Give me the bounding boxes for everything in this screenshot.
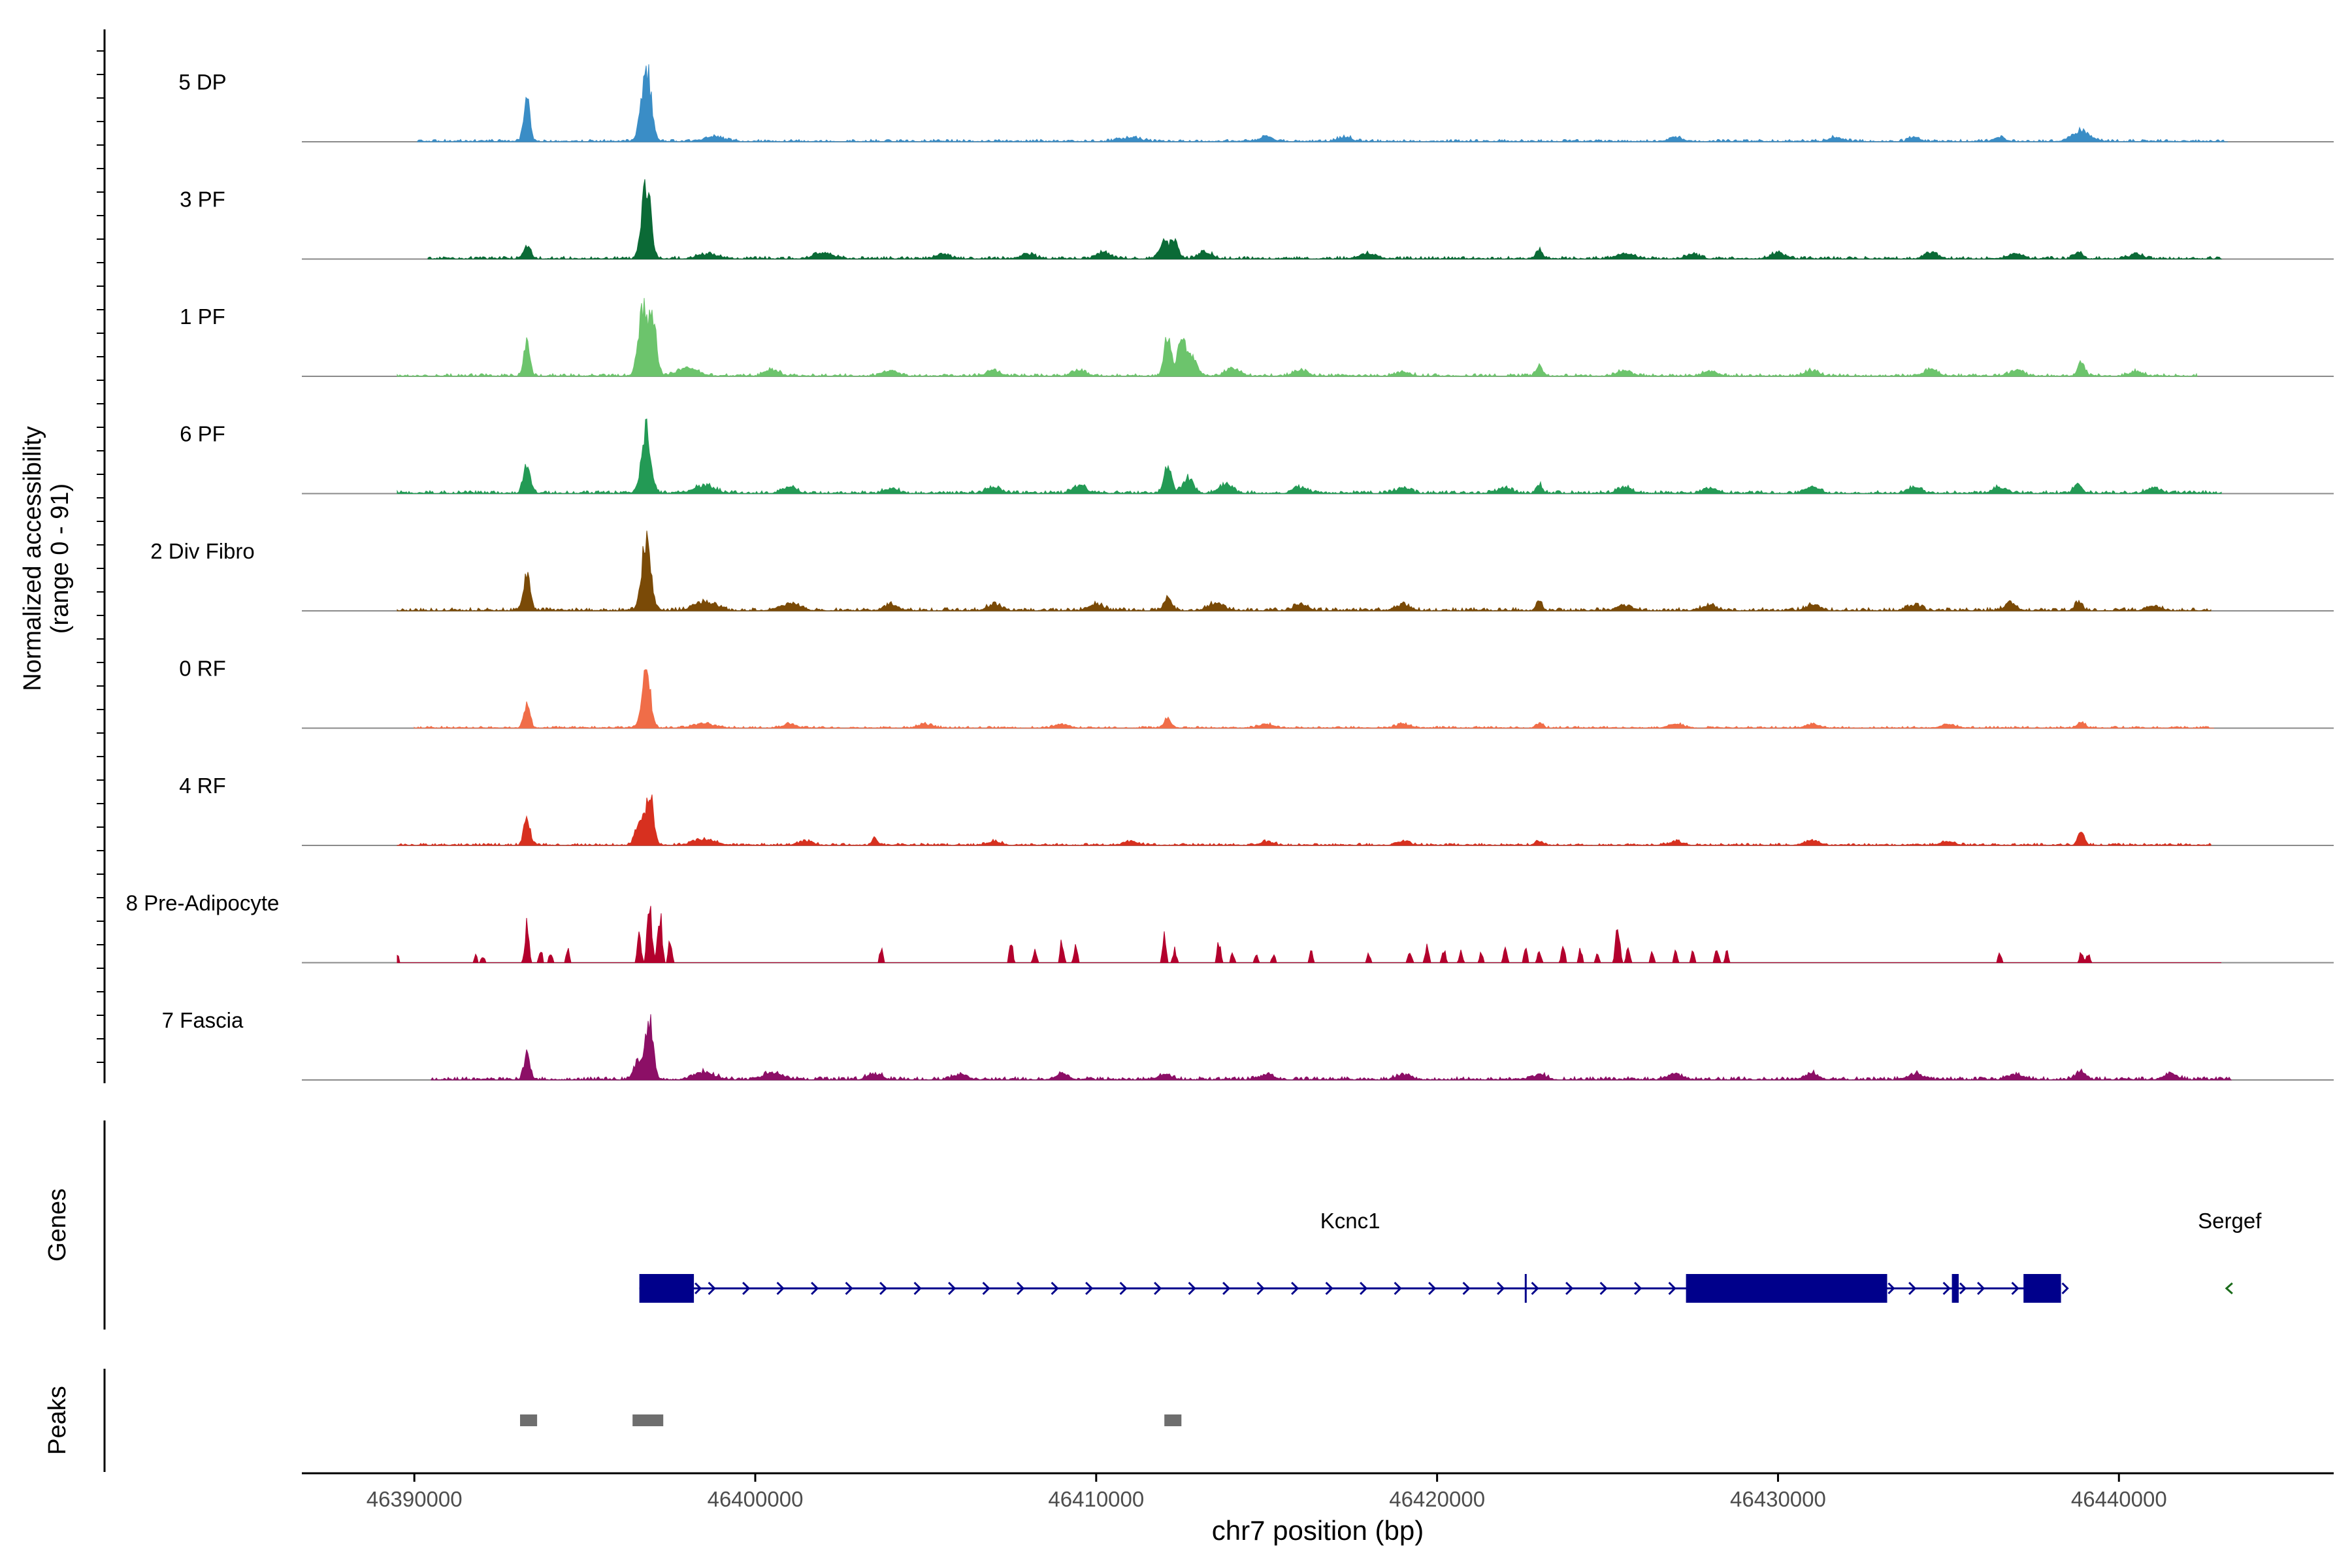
track-8-pre-adipocyte: 8 Pre-Adipocyte (126, 891, 2334, 964)
strand-arrow (1668, 1281, 1676, 1296)
strand-arrow (1908, 1281, 1917, 1296)
x-tick-label: 46390000 (367, 1487, 463, 1511)
track-signal (427, 179, 2223, 260)
track-label: 8 Pre-Adipocyte (126, 891, 280, 915)
x-axis-label: chr7 position (bp) (1212, 1515, 1424, 1546)
gene-exon (1686, 1274, 1887, 1303)
track-6-pf: 6 PF (180, 418, 2334, 495)
strand-arrow (1085, 1281, 1094, 1296)
strand-arrow (1051, 1281, 1059, 1296)
gene-kcnc1: Kcnc1 (639, 1209, 2069, 1303)
gene-exon (639, 1274, 694, 1303)
gene-exon (2023, 1274, 2061, 1303)
strand-arrow (1154, 1281, 1162, 1296)
strand-arrow (879, 1281, 888, 1296)
strand-arrow (1017, 1281, 1025, 1296)
track-2-div-fibro: 2 Div Fibro (150, 531, 2334, 612)
track-signal (431, 1014, 2232, 1081)
y-axis-label-line2: (range 0 - 91) (46, 483, 74, 634)
track-signal (397, 418, 2222, 495)
track-1-pf: 1 PF (180, 298, 2334, 378)
gene-label: Kcnc1 (1320, 1209, 1380, 1233)
strand-arrow (2011, 1281, 2019, 1296)
strand-arrow (776, 1281, 785, 1296)
strand-arrow (1428, 1281, 1437, 1296)
strand-arrow (982, 1281, 990, 1296)
track-signal (414, 669, 2215, 729)
strand-arrow (811, 1281, 819, 1296)
strand-arrow (1119, 1281, 1128, 1296)
strand-arrow (1634, 1281, 1642, 1296)
track-label: 1 PF (180, 304, 225, 329)
strand-arrow (2225, 1282, 2233, 1295)
strand-arrow (948, 1281, 956, 1296)
strand-arrow (2061, 1282, 2069, 1295)
y-axis-label: Normalized accessibility (range 0 - 91) (19, 426, 74, 691)
strand-arrow (1394, 1281, 1402, 1296)
strand-arrow (1462, 1281, 1471, 1296)
gene-annotations: Kcnc1 Sergef (639, 1209, 2262, 1303)
track-signal (397, 794, 2212, 846)
track-signal (397, 531, 2212, 612)
track-label: 2 Div Fibro (150, 539, 255, 563)
strand-arrow (1942, 1281, 1951, 1296)
peak-region (1164, 1414, 1182, 1426)
x-axis-ticks: 46390000 46400000 46410000 46420000 46430000… (367, 1473, 2167, 1511)
x-tick-label: 46430000 (1730, 1487, 1826, 1511)
strand-arrow (1256, 1281, 1265, 1296)
coverage-y-ticks (97, 50, 105, 1063)
track-signal (417, 64, 2228, 142)
track-label: 6 PF (180, 422, 225, 446)
x-tick-label: 46410000 (1048, 1487, 1144, 1511)
track-label: 7 Fascia (162, 1008, 244, 1032)
track-0-rf: 0 RF (179, 657, 2334, 729)
strand-arrow (1360, 1281, 1368, 1296)
track-signal (397, 298, 2198, 378)
track-label: 4 RF (179, 774, 226, 798)
gene-exon (1952, 1274, 1959, 1303)
peak-region (632, 1414, 664, 1426)
track-7-fascia: 7 Fascia (162, 1008, 2334, 1081)
genes-panel-label: Genes (44, 1188, 71, 1262)
y-axis-label-line1: Normalized accessibility (19, 426, 46, 691)
strand-arrow (708, 1281, 716, 1296)
gene-sergef: Sergef (2198, 1209, 2262, 1295)
x-tick-label: 46420000 (1389, 1487, 1485, 1511)
strand-arrow (1291, 1281, 1299, 1296)
strand-arrow (1959, 1282, 1967, 1295)
track-5-dp: 5 DP (178, 64, 2334, 142)
gene-label: Sergef (2198, 1209, 2262, 1233)
track-3-pf: 3 PF (180, 179, 2334, 260)
peak-region (520, 1414, 538, 1426)
strand-arrow (913, 1281, 922, 1296)
strand-arrow (1887, 1282, 1895, 1295)
x-tick-label: 46440000 (2071, 1487, 2167, 1511)
strand-arrow (1599, 1281, 1608, 1296)
track-label: 5 DP (178, 70, 226, 94)
x-tick-label: 46400000 (708, 1487, 804, 1511)
strand-arrow (1565, 1281, 1574, 1296)
strand-arrow (1977, 1281, 1985, 1296)
strand-arrow (694, 1282, 702, 1295)
track-signal (397, 906, 2221, 963)
peaks-panel-label: Peaks (44, 1386, 71, 1455)
track-4-rf: 4 RF (179, 774, 2334, 846)
strand-arrow (1497, 1281, 1505, 1296)
strand-arrow (1188, 1281, 1196, 1296)
strand-arrow (1325, 1281, 1333, 1296)
strand-arrow (1531, 1281, 1539, 1296)
peak-regions (520, 1414, 1182, 1426)
strand-arrow (1222, 1281, 1231, 1296)
strand-arrow (742, 1281, 751, 1296)
strand-arrow (845, 1281, 853, 1296)
coverage-tracks: 5 DP 3 PF 1 PF 6 PF 2 Div Fibro 0 RF 4 RF 8 Pre… (126, 64, 2334, 1081)
track-label: 0 RF (179, 657, 226, 681)
track-label: 3 PF (180, 188, 225, 212)
